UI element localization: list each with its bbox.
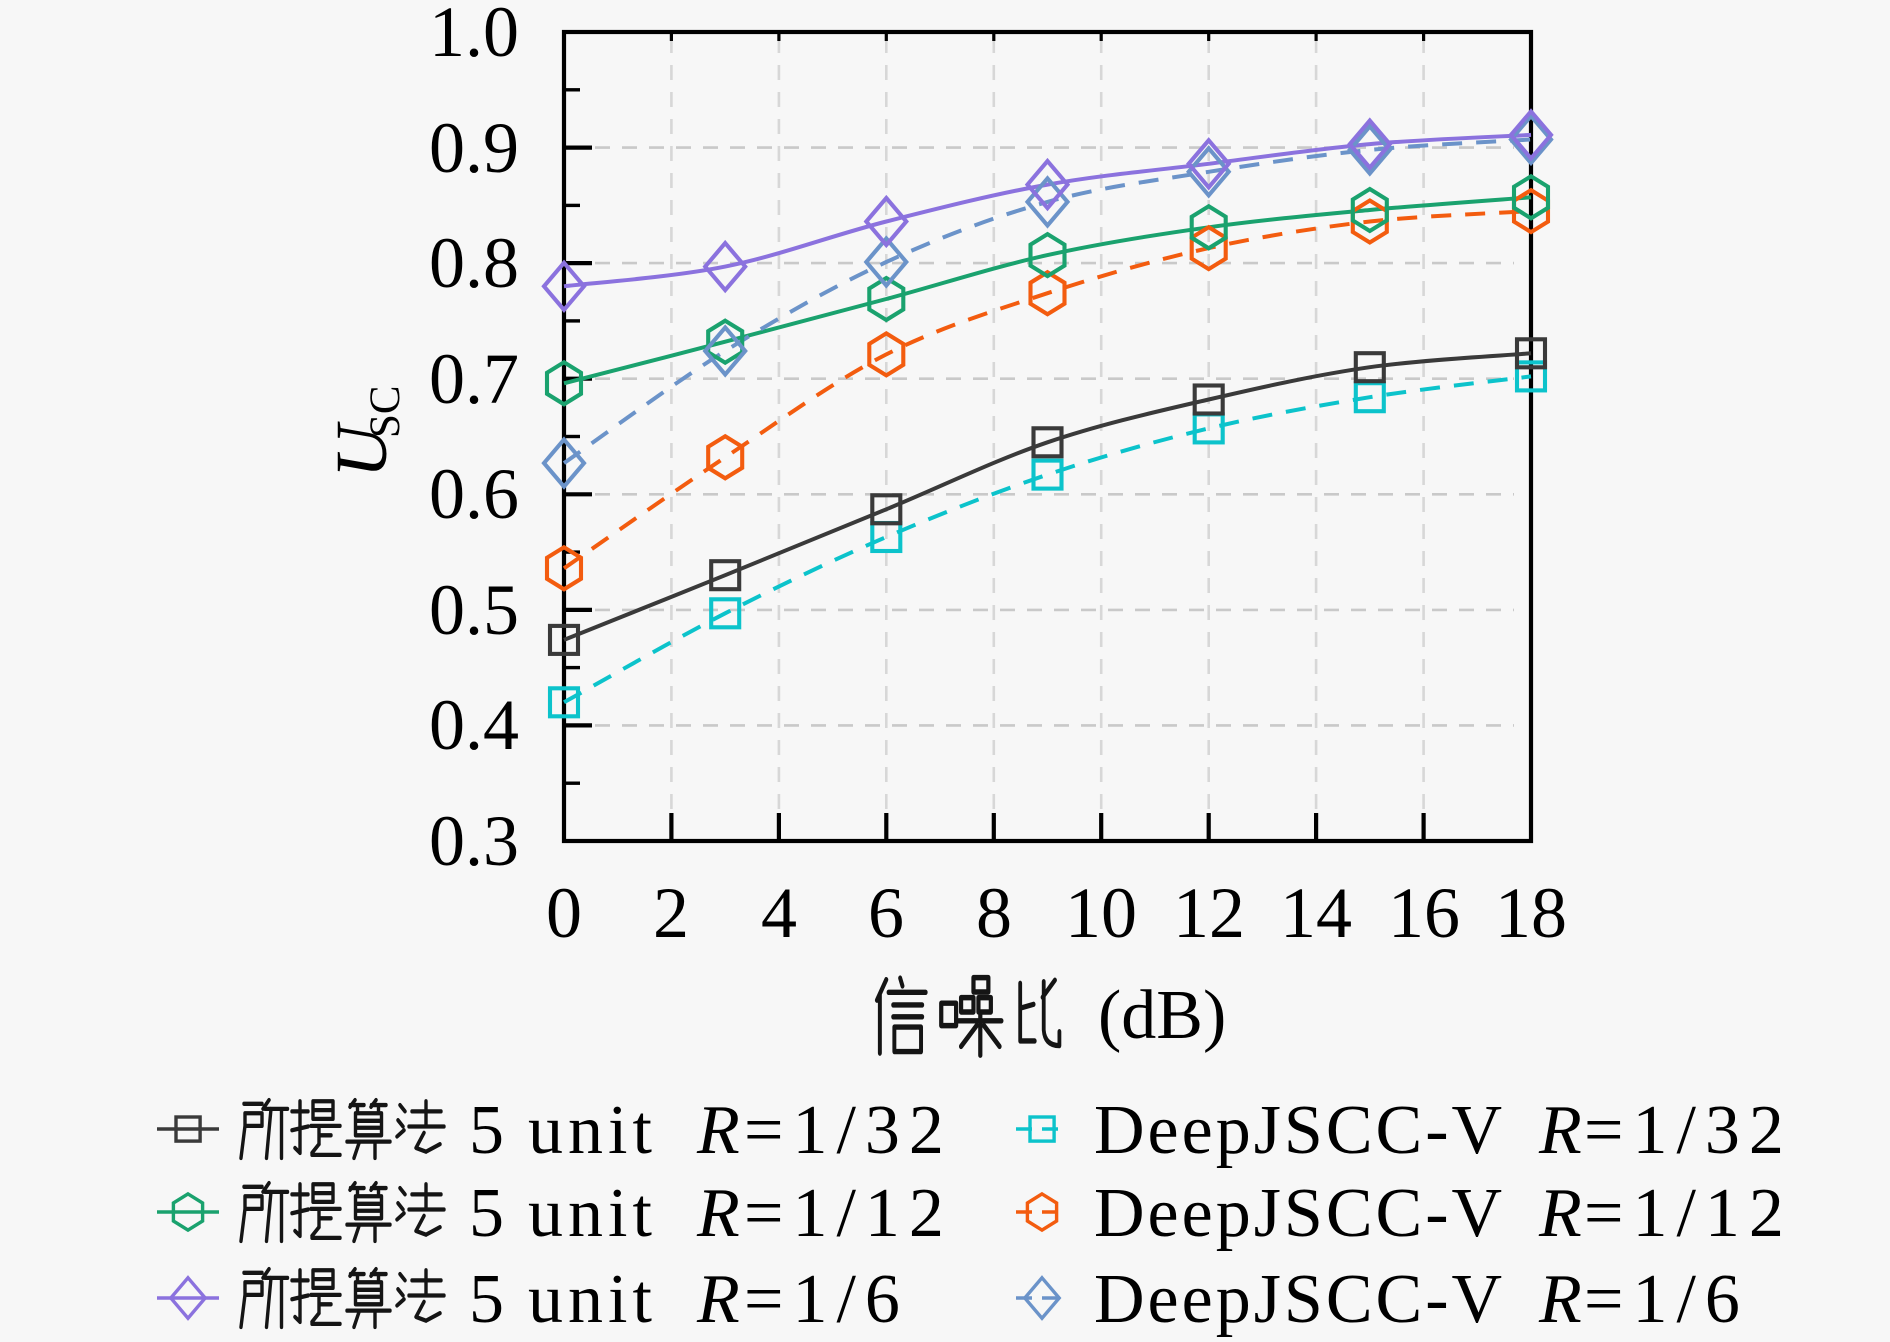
svg-text:=1/32: =1/32 <box>744 1092 953 1169</box>
svg-text:8: 8 <box>976 873 1012 953</box>
svg-text:=1/12: =1/12 <box>744 1175 953 1252</box>
svg-text:R: R <box>696 1261 740 1337</box>
svg-text:(dB): (dB) <box>1098 977 1226 1054</box>
svg-text:0.3: 0.3 <box>429 801 519 881</box>
svg-text:0.6: 0.6 <box>429 454 519 534</box>
svg-text:DeepJSCC-V: DeepJSCC-V <box>1094 1092 1505 1169</box>
svg-text:4: 4 <box>761 873 797 953</box>
svg-text:=1/12: =1/12 <box>1584 1175 1793 1252</box>
svg-text:6: 6 <box>868 873 904 953</box>
svg-text:5: 5 <box>469 1092 504 1169</box>
svg-text:R: R <box>696 1175 740 1252</box>
svg-text:2: 2 <box>653 873 689 953</box>
svg-text:SC: SC <box>362 385 409 438</box>
svg-text:10: 10 <box>1065 873 1137 953</box>
svg-text:0.8: 0.8 <box>429 223 519 303</box>
svg-text:R: R <box>696 1092 740 1169</box>
svg-text:18: 18 <box>1495 873 1567 953</box>
svg-text:DeepJSCC-V: DeepJSCC-V <box>1094 1175 1505 1252</box>
svg-text:unit: unit <box>528 1175 657 1252</box>
svg-text:=1/32: =1/32 <box>1584 1092 1793 1169</box>
svg-text:=1/6: =1/6 <box>744 1261 909 1337</box>
svg-text:0.4: 0.4 <box>429 685 519 765</box>
svg-text:16: 16 <box>1388 873 1460 953</box>
svg-text:R: R <box>1538 1092 1582 1169</box>
svg-text:0.9: 0.9 <box>429 108 519 188</box>
svg-text:DeepJSCC-V: DeepJSCC-V <box>1094 1261 1505 1337</box>
svg-text:1.0: 1.0 <box>429 0 519 72</box>
svg-text:5: 5 <box>469 1261 504 1337</box>
svg-text:0: 0 <box>546 873 582 953</box>
svg-text:R: R <box>1538 1175 1582 1252</box>
svg-text:0.7: 0.7 <box>429 339 519 419</box>
svg-text:R: R <box>1538 1261 1582 1337</box>
svg-text:unit: unit <box>528 1261 657 1337</box>
svg-text:unit: unit <box>528 1092 657 1169</box>
svg-text:U: U <box>321 421 402 478</box>
svg-text:=1/6: =1/6 <box>1584 1261 1749 1337</box>
svg-text:14: 14 <box>1280 873 1352 953</box>
svg-text:0.5: 0.5 <box>429 570 519 650</box>
svg-text:12: 12 <box>1173 873 1245 953</box>
svg-text:5: 5 <box>469 1175 504 1252</box>
